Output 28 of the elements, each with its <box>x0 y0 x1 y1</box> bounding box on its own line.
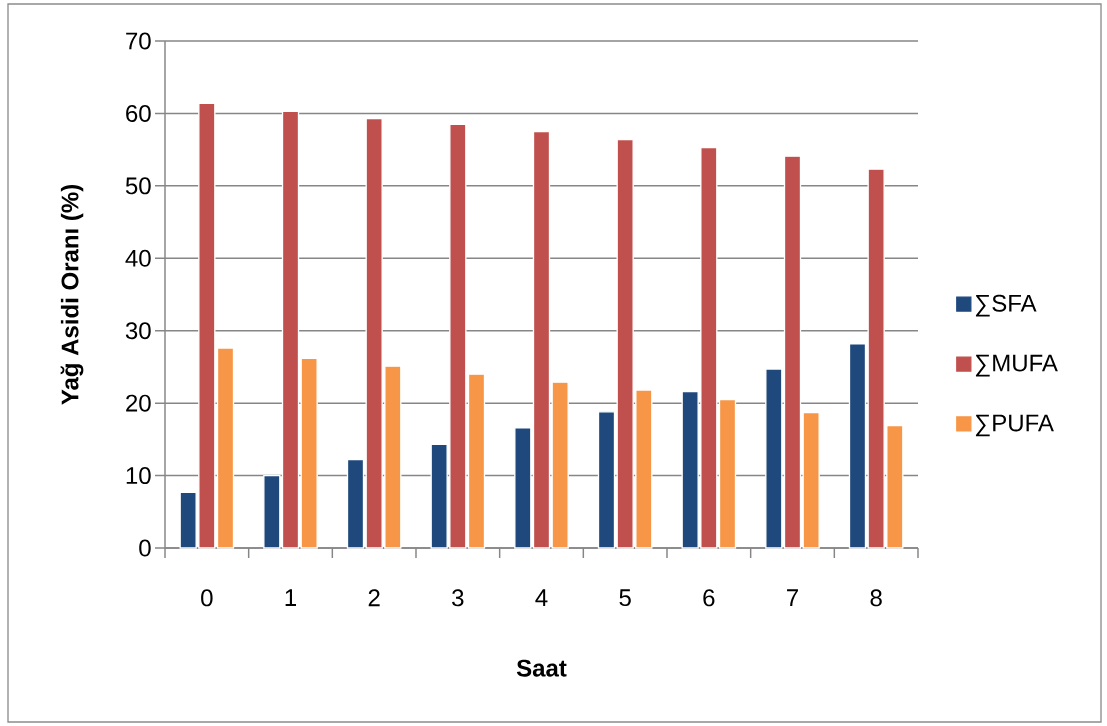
bar <box>718 398 737 549</box>
bar <box>300 357 318 549</box>
x-tick-label: 1 <box>285 589 296 606</box>
x-tick-label: 3 <box>452 589 464 607</box>
x-axis-title: Saat <box>516 659 567 677</box>
x-tick-label: 7 <box>787 589 798 606</box>
x-tick-label: 8 <box>870 589 882 607</box>
y-axis-title: Yağ Asidi Oranı (%) <box>60 185 84 405</box>
y-tick-label: 30 <box>125 322 151 340</box>
legend-label: ∑MUFA <box>975 354 1058 377</box>
y-tick-label: 60 <box>126 104 151 122</box>
x-tick-label: 6 <box>703 589 715 607</box>
bar <box>765 368 783 549</box>
bar <box>263 474 281 549</box>
y-tick-label: 40 <box>125 249 151 267</box>
legend-label: ∑PUFA <box>975 414 1054 437</box>
x-tick-label: 4 <box>535 589 548 606</box>
x-tick-label: 5 <box>619 589 631 607</box>
y-tick-label: 10 <box>126 467 151 485</box>
x-tick-label: 0 <box>201 589 213 607</box>
y-tick-label: 0 <box>139 539 151 557</box>
bar <box>514 427 532 549</box>
legend-label: ∑SFA <box>975 294 1037 317</box>
bar <box>281 110 300 549</box>
y-tick-label: 70 <box>126 32 151 50</box>
x-tick-label: 2 <box>368 589 380 607</box>
y-tick-label: 50 <box>125 177 151 195</box>
y-tick-label: 20 <box>126 394 151 412</box>
